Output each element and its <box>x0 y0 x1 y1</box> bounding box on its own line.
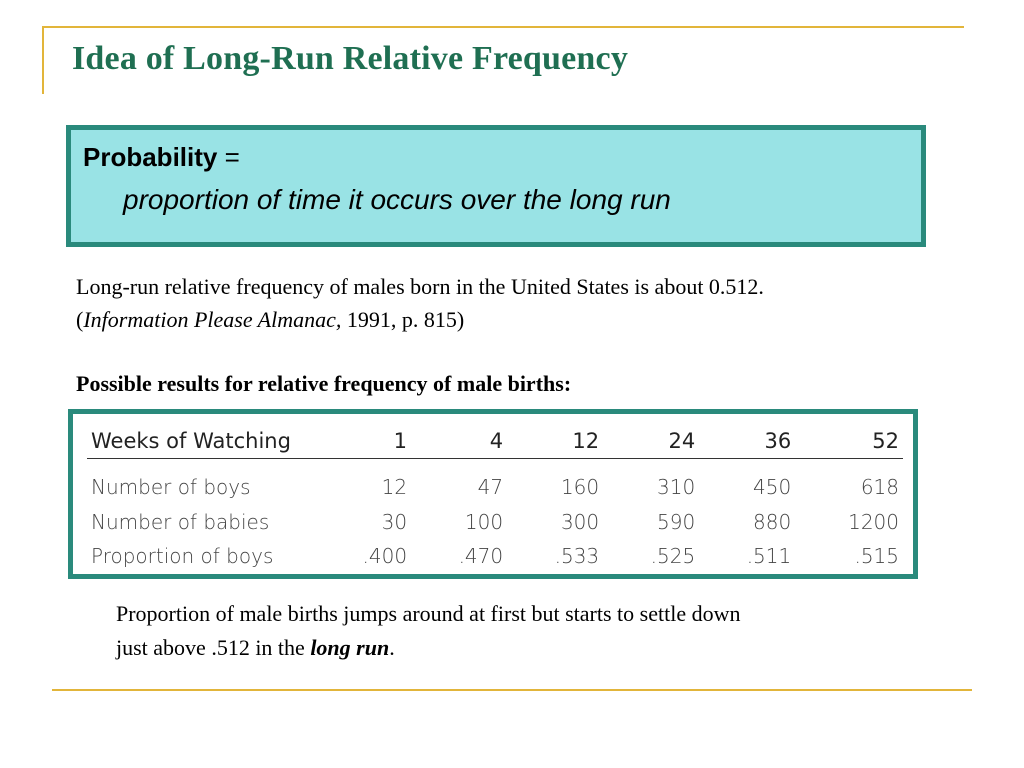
top-accent-line <box>42 26 964 28</box>
header-cell: 24 <box>603 424 700 459</box>
table-cell: 300 <box>560 510 600 534</box>
table-cell: .400 <box>362 544 408 568</box>
table-cell: 30 <box>381 510 408 534</box>
header-cell: 12 <box>507 424 604 459</box>
table-header-row: Weeks of Watching 1 4 12 24 36 52 <box>87 424 903 459</box>
left-accent-line <box>42 26 44 94</box>
row-label: Number of boys <box>91 475 251 499</box>
table-cell: 880 <box>753 510 792 534</box>
definition-term-line: Probability = <box>83 142 240 173</box>
table-cell: 1200 <box>848 510 899 534</box>
conclusion-text-before: Proportion of male births jumps around a… <box>116 601 741 660</box>
row-label: Proportion of boys <box>91 544 274 568</box>
table-row: Proportion of boys .400 .470 .533 .525 .… <box>87 539 903 573</box>
conclusion-text: Proportion of male births jumps around a… <box>116 597 756 665</box>
births-table: Weeks of Watching 1 4 12 24 36 52 Number… <box>87 424 903 573</box>
table-cell: 47 <box>477 475 504 499</box>
table-cell: 100 <box>464 510 504 534</box>
table-cell: 160 <box>560 475 600 499</box>
definition-box: Probability = proportion of time it occu… <box>66 125 926 247</box>
header-cell: 4 <box>411 424 508 459</box>
bottom-accent-line <box>52 689 972 691</box>
definition-text: proportion of time it occurs over the lo… <box>123 184 671 215</box>
table-cell: .515 <box>854 544 899 568</box>
table-cell: .511 <box>746 544 792 568</box>
definition-term: Probability <box>83 142 218 172</box>
paragraph-text-before: Long-run relative frequency of males bor… <box>76 274 764 332</box>
slide-title: Idea of Long-Run Relative Frequency <box>72 40 629 77</box>
conclusion-emphasis: long run <box>310 635 390 660</box>
header-cell: 36 <box>699 424 796 459</box>
header-cell: 1 <box>315 424 412 459</box>
table-cell: .533 <box>554 544 600 568</box>
table-cell: .470 <box>458 544 504 568</box>
paragraph-text-after: 1991, p. 815) <box>341 307 465 332</box>
row-label: Number of babies <box>91 510 270 534</box>
header-cell: 52 <box>795 424 903 459</box>
table-cell: 618 <box>860 475 899 499</box>
table-cell: .525 <box>650 544 696 568</box>
frequency-paragraph: Long-run relative frequency of males bor… <box>76 270 856 336</box>
table-cell: 310 <box>657 475 696 499</box>
table-cell: 12 <box>381 475 408 499</box>
table-frame: Weeks of Watching 1 4 12 24 36 52 Number… <box>68 409 918 579</box>
table-heading: Possible results for relative frequency … <box>76 371 572 396</box>
definition-equals: = <box>224 142 240 172</box>
table-row: Number of babies 30 100 300 590 880 1200 <box>87 505 903 539</box>
header-cell: Weeks of Watching <box>87 424 315 459</box>
paragraph-source: Information Please Almanac, <box>83 307 342 332</box>
table-row: Number of boys 12 47 160 310 450 618 <box>87 459 903 506</box>
table-cell: 450 <box>753 475 792 499</box>
conclusion-text-after: . <box>389 635 395 660</box>
table-cell: 590 <box>657 510 696 534</box>
